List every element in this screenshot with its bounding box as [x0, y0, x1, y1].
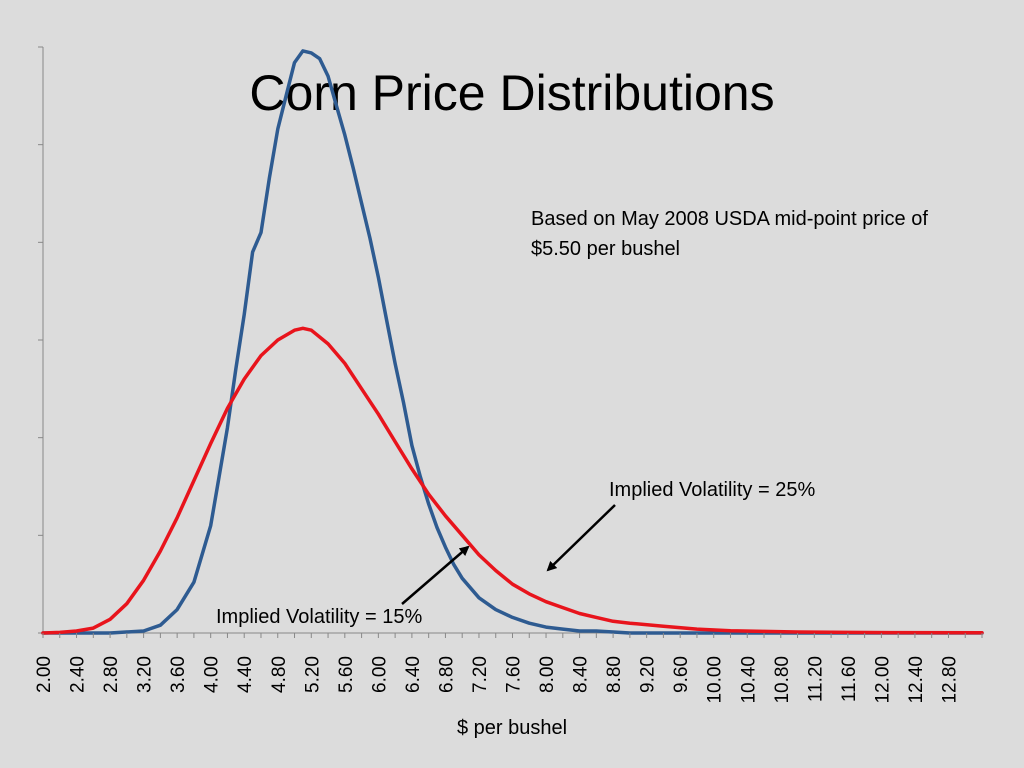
x-tick-label: 4.80: [269, 656, 290, 693]
series-layer: [41, 49, 984, 635]
x-tick-label: 10.00: [705, 656, 726, 704]
x-axis-label: $ per bushel: [456, 717, 568, 739]
arrow-25: [546, 504, 616, 572]
x-tick-label: 4.00: [202, 656, 223, 693]
x-tick-label: 3.60: [168, 656, 189, 693]
x-tick-label: 5.20: [302, 656, 323, 693]
series-line-25: [41, 326, 984, 635]
x-tick-label: 11.60: [839, 656, 860, 702]
x-tick-label: 4.40: [235, 656, 256, 693]
x-tick-label: 9.20: [638, 656, 659, 693]
x-tick-label: 10.40: [738, 656, 759, 704]
x-tick-label: 11.20: [805, 656, 826, 702]
axes: [38, 46, 982, 634]
x-tick-label: 7.20: [470, 656, 491, 693]
arrow-15: [401, 545, 470, 605]
x-tick-label: 2.00: [34, 656, 55, 693]
x-tick-label: 12.00: [872, 656, 893, 704]
x-tick-label: 8.00: [537, 656, 558, 693]
annotation-volatility-25: Implied Volatility = 25%: [609, 479, 816, 501]
x-tick-label: 6.80: [436, 656, 457, 693]
x-tick-label: 9.60: [671, 656, 692, 693]
x-tick-label: 6.40: [403, 656, 424, 693]
annotation-usda-note: Based on May 2008 USDA mid-point price o…: [531, 208, 928, 260]
x-tick-label: 7.60: [504, 656, 525, 693]
x-tick-label: 5.60: [336, 656, 357, 693]
x-tick-label: 3.20: [135, 656, 156, 693]
x-tick-label: 10.80: [772, 656, 793, 704]
x-tick-label: 2.80: [101, 656, 122, 693]
x-tick-label: 2.40: [68, 656, 89, 693]
x-tick-label: 8.80: [604, 656, 625, 693]
x-tick-label: 8.40: [571, 656, 592, 693]
x-tick-label: 6.00: [369, 656, 390, 693]
series-line-15: [41, 49, 984, 635]
x-tick-labels: 2.00 2.40 2.80 3.20 3.60 4.00 4.40 4.80 5.20 5.60…: [34, 633, 983, 704]
annotation-volatility-15: Implied Volatility = 15%: [216, 606, 423, 628]
x-tick-label: 12.40: [906, 656, 927, 704]
x-tick-label: 12.80: [939, 656, 960, 704]
